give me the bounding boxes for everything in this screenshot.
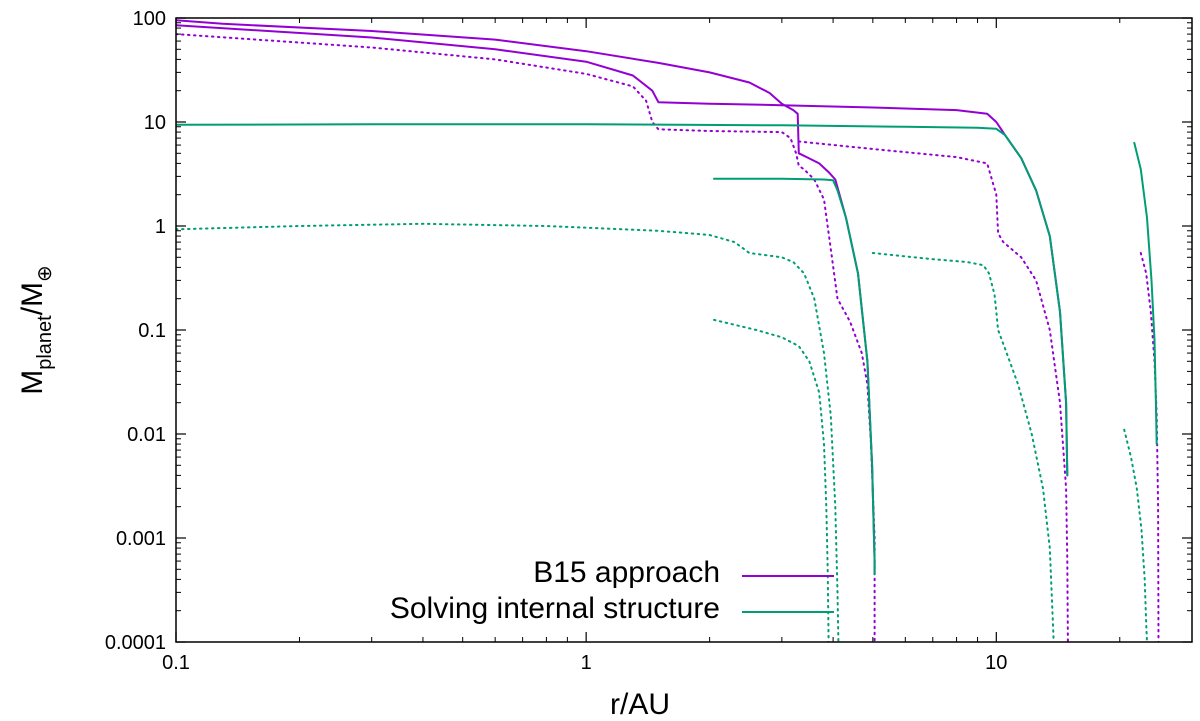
series-layer [176,19,1160,642]
legend: B15 approach Solving internal structure [390,556,834,625]
legend-entry-internal-structure: Solving internal structure [390,592,834,625]
y-axis-label-sub2: ⊕ [34,265,56,282]
series-line-8-solid [1133,141,1158,446]
series-line-3-dotted [176,33,876,642]
y-tick-label: 10 [144,112,166,134]
y-tick-label: 0.1 [138,320,166,342]
series-line-12-dotted [1123,428,1148,642]
y-axis-label-sep: /M [16,282,49,315]
series-line-9-dotted [176,222,840,642]
series-line-5-dotted [1139,252,1160,642]
y-tick-label: 0.01 [127,424,166,446]
x-tick-label: 10 [985,652,1007,674]
series-line-1-solid [176,19,876,576]
legend-label-b15: B15 approach [533,556,720,589]
x-tick-label: 0.1 [162,652,190,674]
series-line-7-solid [713,177,876,576]
series-line-2-solid [176,24,1069,477]
plot-frame [175,17,1193,643]
y-tick-label: 0.0001 [105,632,166,654]
y-axis-label-main: M [16,370,49,395]
axes-layer [175,17,1193,643]
series-line-10-dotted [713,318,830,642]
x-tick-label: 1 [581,652,592,674]
tick-labels: 0.1 1 10 0.0001 0.001 0.01 0.1 1 10 100 [105,8,1008,674]
legend-entry-b15: B15 approach [533,556,834,589]
series-line-6-solid [176,123,1069,477]
series-line-11-dotted [871,252,1055,642]
y-tick-label: 1 [155,216,166,238]
y-tick-label: 100 [133,8,166,30]
y-axis-label-sub1: planet [34,315,56,370]
y-axis-label: Mplanet/M⊕ [16,265,56,395]
x-axis-label: r/AU [610,688,670,721]
legend-label-internal-structure: Solving internal structure [390,592,720,625]
series-line-4-dotted [797,140,1069,642]
y-tick-label: 0.001 [116,528,166,550]
